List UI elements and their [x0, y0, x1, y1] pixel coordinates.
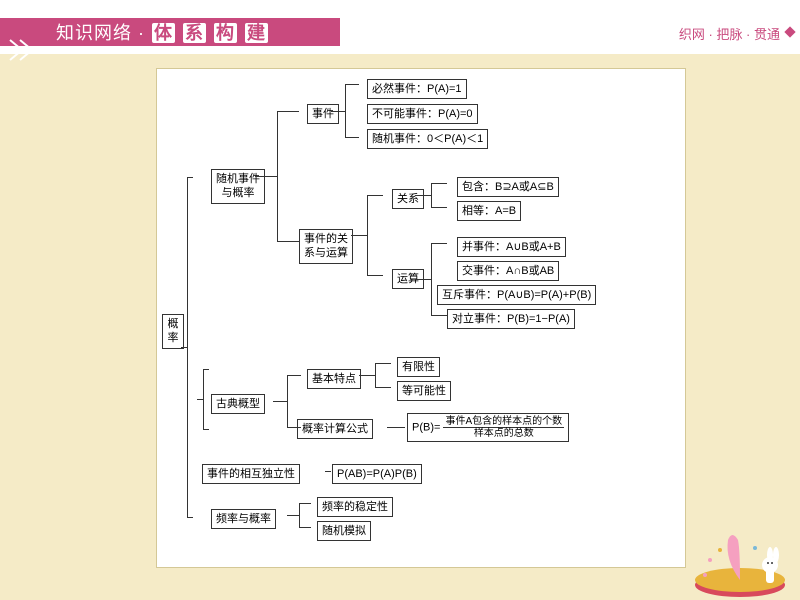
- bracket-6: [431, 243, 432, 315]
- node-n31: P(AB)=P(A)P(B): [332, 464, 422, 484]
- node-n1211: 包含：B⊇A或A⊆B: [457, 177, 559, 197]
- node-n1: 随机事件与概率: [211, 169, 265, 204]
- bracket-2: [277, 111, 278, 241]
- node-n1224: 对立事件：P(B)=1−P(A): [447, 309, 575, 329]
- bracket-7: [287, 375, 288, 427]
- header: 知识网络 · 体 系 构 建 织网 · 把脉 · 贯通: [0, 0, 800, 54]
- header-bar: 知识网络 · 体 系 构 建: [0, 18, 340, 46]
- bracket-3: [345, 84, 346, 137]
- node-n11: 事件: [307, 104, 339, 124]
- chevron-icon: [8, 36, 48, 64]
- node-n113: 随机事件：0＜P(A)＜1: [367, 129, 488, 149]
- node-n1223: 互斥事件：P(A∪B)=P(A)+P(B): [437, 285, 596, 305]
- node-n21: 基本特点: [307, 369, 361, 389]
- node-n41: 频率的稳定性: [317, 497, 393, 517]
- node-n2: 古典概型: [211, 394, 265, 414]
- diamond-icon: [784, 26, 795, 37]
- node-n221: P(B)= 事件A包含的样本点的个数样本点的总数: [407, 413, 569, 442]
- bracket-1: [203, 369, 204, 429]
- bracket-8: [375, 363, 376, 387]
- header-title: 知识网络 · 体 系 构 建: [56, 19, 269, 45]
- decoration-icon: [680, 520, 800, 600]
- node-n12: 事件的关系与运算: [299, 229, 353, 264]
- node-n42: 随机模拟: [317, 521, 371, 541]
- bracket-4: [367, 195, 368, 275]
- node-root: 概率: [162, 314, 184, 349]
- node-n211: 有限性: [397, 357, 440, 377]
- node-n22: 概率计算公式: [297, 419, 373, 439]
- bracket-5: [431, 183, 432, 207]
- hline-1: [387, 427, 405, 428]
- hline-0: [325, 471, 331, 472]
- bracket-9: [299, 503, 300, 527]
- node-n111: 必然事件：P(A)=1: [367, 79, 467, 99]
- bracket-0: [187, 177, 188, 517]
- header-right: 织网 · 把脉 · 贯通: [679, 24, 780, 43]
- node-n3: 事件的相互独立性: [202, 464, 300, 484]
- diagram-canvas: 概率 随机事件与概率 事件 必然事件：P(A)=1 不可能事件：P(A)=0 随机事件：0…: [156, 68, 686, 568]
- node-n1212: 相等：A=B: [457, 201, 521, 221]
- node-n121: 关系: [392, 189, 424, 209]
- node-n4: 频率与概率: [211, 509, 276, 529]
- node-n1222: 交事件：A∩B或AB: [457, 261, 559, 281]
- node-n112: 不可能事件：P(A)=0: [367, 104, 478, 124]
- node-n1221: 并事件：A∪B或A+B: [457, 237, 566, 257]
- node-n212: 等可能性: [397, 381, 451, 401]
